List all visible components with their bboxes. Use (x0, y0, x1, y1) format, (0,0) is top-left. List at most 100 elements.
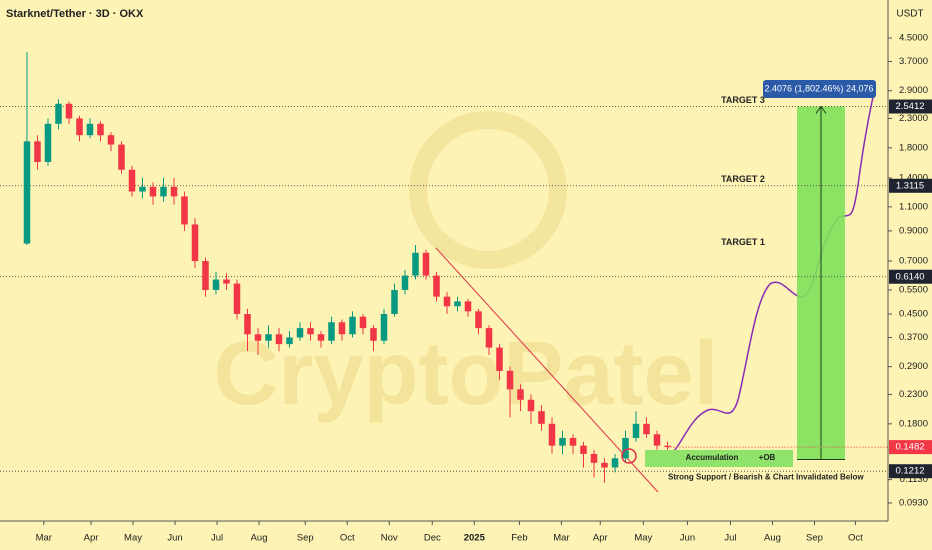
candle-body (86, 123, 94, 136)
x-tick-label: Aug (251, 533, 268, 544)
candle-body (559, 437, 566, 446)
x-tick-label: Sep (297, 533, 314, 544)
candle-body (328, 322, 335, 341)
candle-body (317, 334, 325, 341)
candle-body (653, 434, 661, 446)
candle-body (496, 347, 503, 371)
candle-body (622, 437, 629, 459)
candle-body (601, 462, 608, 468)
candle-body (590, 453, 598, 463)
candle-body (265, 334, 272, 341)
candle-body (275, 334, 283, 345)
price-tag (889, 464, 932, 479)
candle-body (580, 445, 587, 454)
candle-body (443, 296, 451, 307)
candle-body (527, 399, 535, 412)
price-tag-label: 0.1212 (895, 466, 924, 477)
candle-body (380, 313, 388, 341)
y-tick-label: 0.1130 (900, 474, 928, 485)
candle-body (475, 311, 482, 329)
candle-body (433, 275, 440, 297)
x-tick-label: Jun (680, 533, 695, 544)
y-tick-label: 2.9000 (899, 85, 928, 96)
candle-body (170, 186, 178, 197)
candle-body (664, 445, 671, 448)
zone-tag: +OB (759, 453, 776, 462)
candle-body (307, 328, 314, 335)
candle-body (160, 186, 167, 197)
candle-body (359, 316, 367, 329)
candle-body (611, 458, 619, 468)
y-tick-label: 1.4000 (899, 172, 928, 183)
candle-body (569, 437, 577, 446)
candle-body (254, 334, 262, 341)
last-price-tag (889, 440, 932, 455)
candle-body (548, 423, 556, 446)
candle-body (128, 169, 136, 192)
candle-body (139, 186, 146, 192)
candle-body (212, 279, 220, 290)
price-tag-label: 1.3115 (896, 180, 924, 191)
candle-body (233, 283, 241, 314)
candle-body (506, 370, 514, 390)
breakout-marker (621, 448, 637, 464)
candle-body (538, 411, 545, 424)
price-tag-label: 2.5412 (895, 101, 924, 112)
y-tick-label: 0.4500 (899, 309, 928, 320)
candle-body (191, 224, 199, 262)
measure-label: 2.4076 (1,802.46%) 24,076 (764, 83, 873, 93)
candle-body (118, 144, 125, 170)
y-tick-label: 1.1000 (899, 201, 928, 212)
y-tick-label: 0.2900 (899, 361, 928, 372)
candle-body (107, 135, 115, 145)
candle-body (97, 123, 104, 136)
y-tick-label: 0.2300 (899, 389, 928, 400)
measure-label-box (763, 80, 876, 98)
price-tag (889, 269, 932, 284)
x-tick-label: Jun (167, 533, 182, 544)
candle-body (338, 322, 346, 335)
y-tick-label: 0.5500 (899, 284, 928, 295)
x-tick-label: Apr (593, 533, 608, 544)
x-tick-label: May (634, 533, 652, 544)
x-tick-label: Jul (211, 533, 223, 544)
candle-body (65, 103, 73, 119)
price-tag (889, 178, 932, 193)
candle-body (401, 275, 409, 290)
arrow-head (815, 105, 827, 114)
candle-body (632, 423, 640, 438)
level-name: TARGET 2 (721, 174, 765, 184)
y-tick-label: 0.9000 (899, 225, 928, 236)
zone-label: Accumulation (686, 453, 739, 462)
candle-body (370, 328, 377, 341)
x-tick-label: Mar (553, 533, 569, 544)
x-tick-label: 2025 (464, 533, 486, 544)
candle-body (181, 196, 188, 225)
candle-body (349, 316, 356, 335)
x-tick-label: Mar (36, 533, 52, 544)
last-price-label: 0.1482 (895, 442, 924, 453)
candle-body (485, 328, 493, 348)
candle-body (149, 186, 157, 197)
level-name: Strong Support / Bearish & Chart Invalid… (668, 472, 864, 481)
candle-body (454, 301, 461, 307)
x-tick-label: Oct (340, 533, 355, 544)
x-tick-label: Aug (764, 533, 781, 544)
y-tick-label: 1.8000 (899, 142, 928, 153)
x-tick-label: Sep (806, 533, 823, 544)
watermark-logo (409, 111, 567, 269)
candle-body (223, 279, 230, 284)
candle-body (296, 328, 304, 338)
candle-body (643, 423, 650, 435)
x-tick-label: Apr (84, 533, 99, 544)
trendline (435, 247, 659, 493)
x-tick-label: May (124, 533, 142, 544)
level-name: TARGET 3 (721, 95, 765, 105)
candle-body (391, 289, 398, 314)
candle-body (422, 252, 430, 276)
candle-body (286, 337, 293, 345)
projection-path (667, 87, 876, 456)
candle-body (202, 261, 209, 290)
